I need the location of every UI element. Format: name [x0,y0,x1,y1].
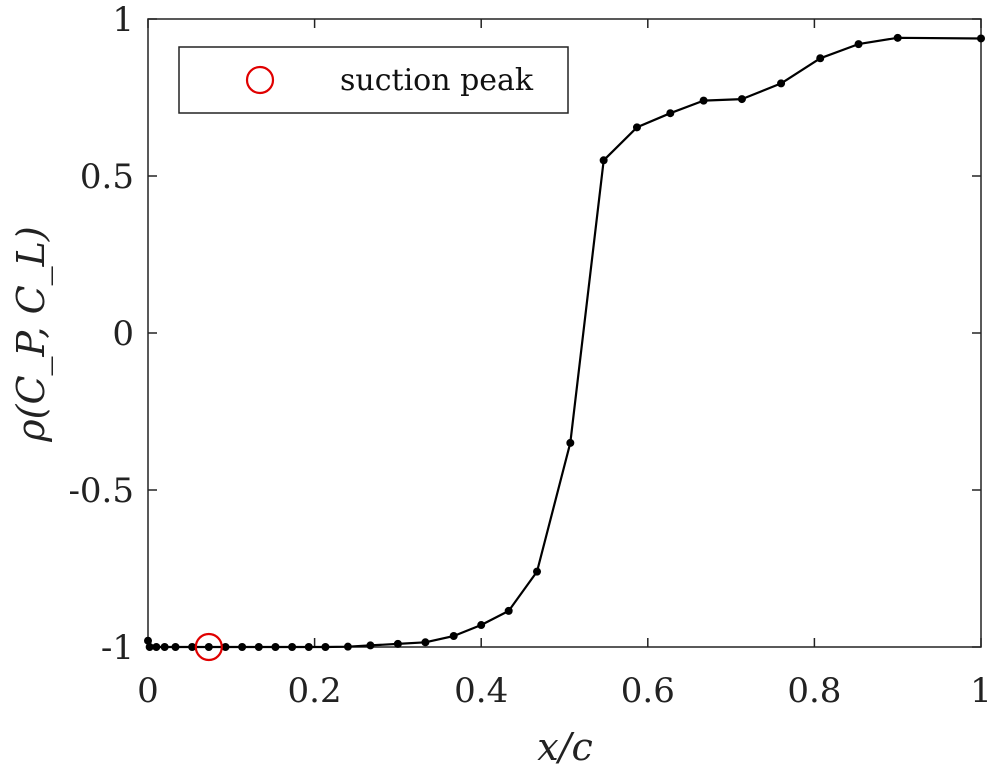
y-tick-label: -1 [101,628,134,668]
legend-box [178,46,569,114]
data-point [977,34,985,43]
data-point [238,643,247,651]
data-point [632,123,641,132]
x-tick-label: 0.2 [288,671,342,711]
data-point [854,40,863,49]
y-axis-label: ρ(C_P, C_L) [9,226,54,442]
y-tick-label: -0.5 [68,471,134,511]
data-point [204,643,213,651]
x-tick-label: 0.6 [621,671,675,711]
legend: suction peak [178,46,569,114]
x-tick-label: 1 [970,671,992,711]
data-point [893,33,902,42]
y-tick-label: 0.5 [80,157,134,197]
data-point [566,438,575,447]
data-point [449,632,458,641]
data-point [254,643,263,651]
data-point [221,643,230,651]
data-point [171,643,180,651]
suction-peak-marker [194,632,223,662]
data-point [666,109,675,118]
data-point [533,567,542,576]
legend-label: suction peak [340,63,534,98]
data-point [366,641,375,650]
data-point [144,636,152,645]
data-point [777,79,786,88]
data-point [393,639,402,648]
data-point [421,638,430,647]
series-layer [144,33,985,651]
x-tick-label: 0.8 [787,671,841,711]
data-point [271,643,280,651]
data-point [737,95,746,104]
data-point [145,643,154,651]
data-point [321,643,330,651]
data-point [288,643,297,651]
data-point [504,606,513,615]
x-tick-label: 0 [137,671,159,711]
data-point [343,642,352,651]
x-ticks: 0 0.2 0.4 0.6 0.8 1 [137,19,992,711]
data-point [152,643,161,651]
data-point [160,643,169,651]
data-point [188,643,197,651]
data-point [816,54,825,63]
data-point [304,643,313,651]
legend-marker-icon [245,65,275,95]
y-tick-label: 0 [112,314,134,354]
data-point [477,621,486,630]
x-tick-label: 0.4 [454,671,508,711]
x-axis-label: x/c [537,725,593,769]
highlight-layer [194,632,223,662]
data-point [599,156,608,165]
y-ticks: -1 -0.5 0 0.5 1 [68,0,981,668]
y-tick-label: 1 [112,0,134,40]
data-point [699,96,708,105]
